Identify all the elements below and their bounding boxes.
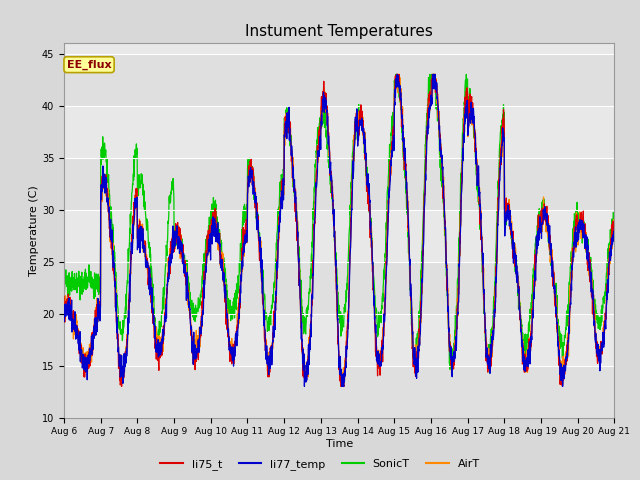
Title: Instument Temperatures: Instument Temperatures bbox=[245, 24, 433, 39]
Legend: li75_t, li77_temp, SonicT, AirT: li75_t, li77_temp, SonicT, AirT bbox=[156, 455, 484, 474]
Bar bbox=[64, 366, 614, 418]
Bar bbox=[64, 54, 614, 106]
Text: EE_flux: EE_flux bbox=[67, 60, 111, 70]
Bar bbox=[64, 262, 614, 313]
Bar bbox=[64, 157, 614, 210]
Y-axis label: Temperature (C): Temperature (C) bbox=[29, 185, 39, 276]
X-axis label: Time: Time bbox=[326, 439, 353, 449]
